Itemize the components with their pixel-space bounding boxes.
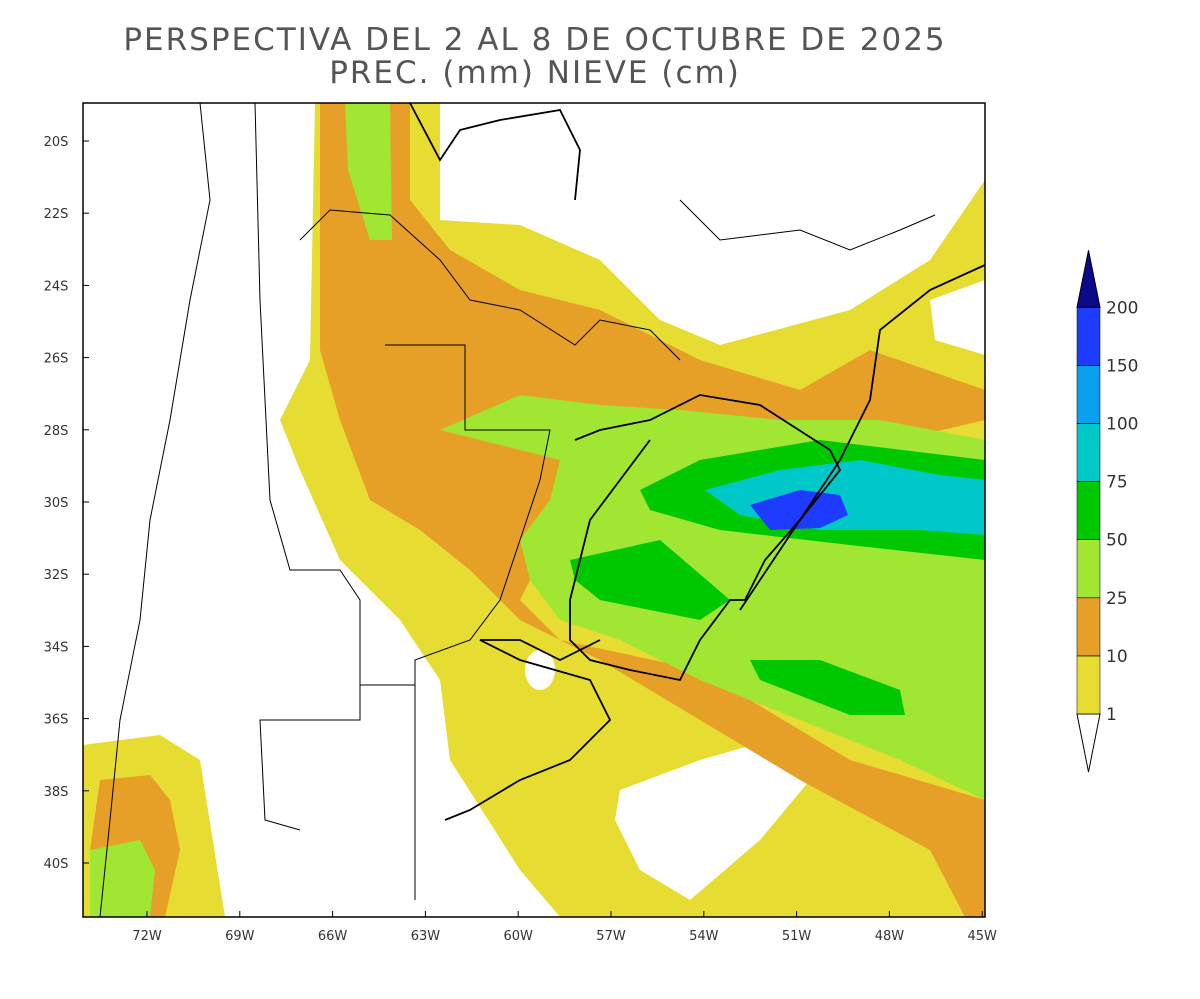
legend-label: 10 — [1106, 647, 1128, 667]
lon-label: 51W — [782, 929, 812, 944]
lat-label: 22S — [44, 207, 69, 222]
lon-label: 60W — [503, 929, 533, 944]
legend-arrow-low — [1076, 713, 1101, 773]
precipitation-field — [83, 103, 985, 917]
legend-label: 75 — [1106, 473, 1128, 493]
legend-box — [1076, 539, 1101, 599]
legend-label: 200 — [1106, 298, 1138, 318]
legend-label: 100 — [1106, 415, 1138, 435]
lat-label: 20S — [44, 135, 69, 150]
legend-box — [1076, 307, 1101, 366]
subtitle: PREC. (mm) NIEVE (cm) — [329, 55, 741, 91]
legend-label: 1 — [1106, 705, 1117, 725]
lat-label: 40S — [44, 857, 69, 872]
lat-label: 38S — [44, 785, 69, 800]
legend-box — [1076, 423, 1101, 482]
lat-label: 24S — [44, 279, 69, 294]
lon-label: 48W — [875, 929, 905, 944]
lat-label: 30S — [44, 496, 69, 511]
lon-label: 69W — [225, 929, 255, 944]
legend-box — [1076, 481, 1101, 540]
legend-box — [1076, 365, 1101, 424]
lat-label: 28S — [44, 424, 69, 439]
title: PERSPECTIVA DEL 2 AL 8 DE OCTUBRE DE 202… — [123, 22, 946, 58]
map-frame — [82, 102, 986, 918]
legend-label: 25 — [1106, 589, 1128, 609]
legend-box — [1076, 597, 1101, 657]
legend-box — [1076, 655, 1101, 715]
lon-label: 45W — [967, 929, 997, 944]
legend-arrow-high — [1076, 250, 1101, 308]
lat-label: 26S — [44, 352, 69, 367]
lon-label: 63W — [411, 929, 441, 944]
lon-label: 57W — [596, 929, 626, 944]
lat-label: 32S — [44, 568, 69, 583]
legend-label: 150 — [1106, 356, 1138, 376]
lon-label: 72W — [132, 929, 162, 944]
lon-label: 54W — [689, 929, 719, 944]
lon-label: 66W — [318, 929, 348, 944]
lat-label: 36S — [44, 713, 69, 728]
lat-label: 34S — [44, 640, 69, 655]
legend-label: 50 — [1106, 531, 1128, 551]
